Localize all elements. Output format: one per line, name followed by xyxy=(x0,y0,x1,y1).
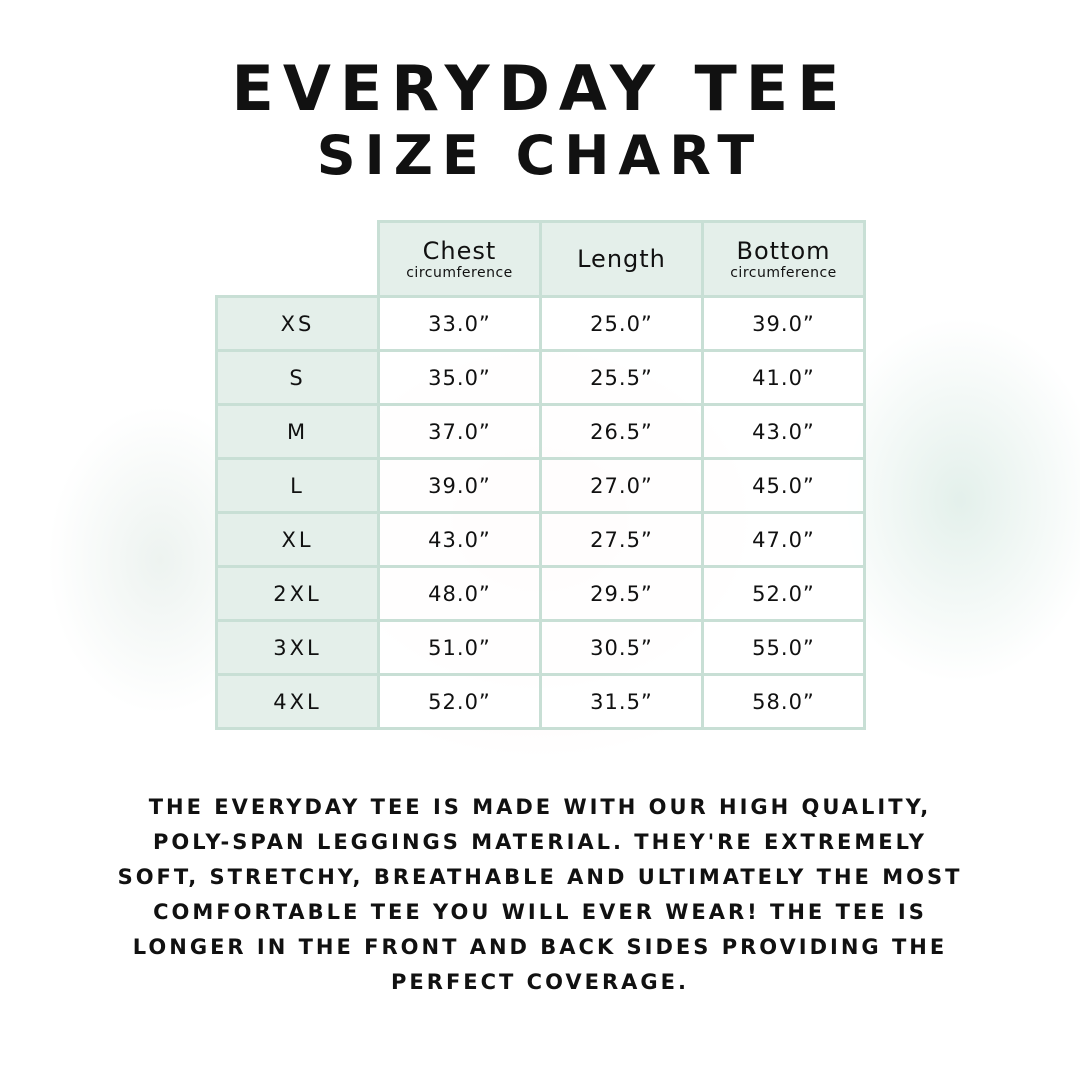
size-label: XS xyxy=(215,295,380,352)
measurement: 25.5” xyxy=(539,349,704,406)
measurement: 39.0” xyxy=(377,457,542,514)
subtitle: SIZE CHART xyxy=(316,124,764,187)
measurement: 51.0” xyxy=(377,619,542,676)
measurement: 26.5” xyxy=(539,403,704,460)
measurement: 52.0” xyxy=(701,565,866,622)
column-label: Bottom xyxy=(736,237,831,265)
measurement: 35.0” xyxy=(377,349,542,406)
size-row: S 35.0” 25.5” 41.0” xyxy=(215,349,866,406)
measurement: 39.0” xyxy=(701,295,866,352)
size-table: Chest circumference Length Bottom circumfere… xyxy=(215,220,866,730)
description: THE EVERYDAY TEE IS MADE WITH OUR HIGH Q… xyxy=(117,795,963,994)
column-label: Chest xyxy=(422,237,497,265)
size-row: 4XL 52.0” 31.5” 58.0” xyxy=(215,673,866,730)
size-label: L xyxy=(215,457,380,514)
measurement: 43.0” xyxy=(377,511,542,568)
size-label: S xyxy=(215,349,380,406)
size-label: 2XL xyxy=(215,565,380,622)
measurement: 31.5” xyxy=(539,673,704,730)
column-sublabel: circumference xyxy=(730,265,837,281)
measurement: 27.5” xyxy=(539,511,704,568)
measurement: 48.0” xyxy=(377,565,542,622)
size-row: 3XL 51.0” 30.5” 55.0” xyxy=(215,619,866,676)
measurement: 25.0” xyxy=(539,295,704,352)
corner-cell xyxy=(217,222,379,297)
size-label: 3XL xyxy=(215,619,380,676)
measurement: 45.0” xyxy=(701,457,866,514)
measurement: 30.5” xyxy=(539,619,704,676)
size-row: XS 33.0” 25.0” 39.0” xyxy=(215,295,866,352)
measurement: 47.0” xyxy=(701,511,866,568)
size-row: XL 43.0” 27.5” 47.0” xyxy=(215,511,866,568)
size-row: 2XL 48.0” 29.5” 52.0” xyxy=(215,565,866,622)
size-row: L 39.0” 27.0” 45.0” xyxy=(215,457,866,514)
measurement: 52.0” xyxy=(377,673,542,730)
column-header: Bottom circumference xyxy=(701,220,866,298)
measurement: 29.5” xyxy=(539,565,704,622)
size-label: XL xyxy=(215,511,380,568)
header-row: Chest circumference Length Bottom circumfere… xyxy=(217,220,866,298)
size-row: M 37.0” 26.5” 43.0” xyxy=(215,403,866,460)
measurement: 58.0” xyxy=(701,673,866,730)
column-sublabel: circumference xyxy=(406,265,513,281)
measurement: 33.0” xyxy=(377,295,542,352)
measurement: 37.0” xyxy=(377,403,542,460)
column-header: Chest circumference xyxy=(377,220,542,298)
size-label: M xyxy=(215,403,380,460)
measurement: 43.0” xyxy=(701,403,866,460)
measurement: 27.0” xyxy=(539,457,704,514)
measurement: 55.0” xyxy=(701,619,866,676)
column-label: Length xyxy=(577,245,666,273)
measurement: 41.0” xyxy=(701,349,866,406)
size-label: 4XL xyxy=(215,673,380,730)
column-header: Length xyxy=(539,220,704,298)
title: EVERYDAY TEE xyxy=(231,52,849,125)
